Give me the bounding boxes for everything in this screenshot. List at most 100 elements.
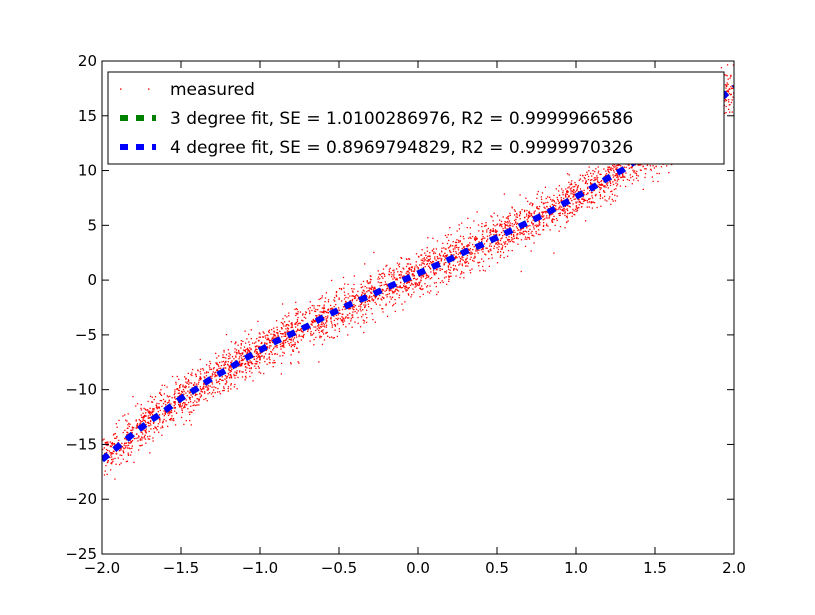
measured-point [616,185,618,187]
measured-point [431,250,434,252]
measured-point [454,241,457,244]
measured-point [255,367,257,370]
measured-point [533,211,535,213]
measured-point [355,295,357,297]
measured-point [318,331,320,334]
measured-point [192,401,194,404]
measured-point [255,348,257,351]
measured-point [636,174,638,176]
measured-point [183,423,185,426]
measured-point [616,183,619,185]
measured-point [552,204,555,206]
measured-point [463,272,465,274]
measured-point [411,270,413,272]
measured-point [230,384,232,386]
measured-point [151,414,154,416]
measured-point [545,217,547,219]
measured-point [399,285,401,287]
measured-point [583,191,585,194]
measured-point [557,208,559,211]
measured-point [426,262,429,265]
measured-point [478,249,480,251]
measured-point [491,253,493,256]
measured-point [393,275,395,277]
measured-point [285,334,287,336]
measured-point [333,319,335,322]
measured-point [202,385,205,388]
measured-point [298,335,300,338]
measured-point [575,206,578,208]
measured-point [491,257,493,259]
y-tick-label: −20 [65,490,97,508]
measured-point [352,291,354,293]
measured-point [568,181,570,184]
measured-point [121,454,123,457]
measured-point [293,344,295,346]
measured-point [402,291,404,293]
measured-point [230,388,232,390]
measured-point [616,167,618,169]
measured-point [257,340,260,342]
measured-point [253,351,256,353]
measured-point [582,196,584,198]
measured-point [611,164,614,167]
measured-point [615,182,617,184]
measured-point [158,406,160,408]
measured-point [173,419,175,422]
measured-point [194,400,196,402]
measured-point [504,243,506,245]
measured-point [526,209,528,212]
measured-point [345,301,347,303]
measured-point [630,176,632,179]
measured-point [205,372,208,374]
measured-point [666,165,668,167]
measured-point [287,331,289,333]
measured-point [499,239,502,242]
measured-point [356,312,358,314]
measured-point [161,425,163,427]
measured-point [628,164,630,166]
measured-point [616,195,618,197]
measured-point [341,319,343,321]
measured-point [170,417,172,420]
measured-point [619,185,622,187]
measured-point [724,98,727,101]
measured-point [450,251,452,254]
measured-point [123,444,125,446]
measured-point [514,214,516,216]
measured-point [322,333,325,335]
measured-point [120,462,122,464]
measured-point [536,207,538,209]
measured-point [259,362,261,364]
measured-point [443,264,445,266]
measured-point [222,360,225,363]
measured-point [333,324,336,326]
measured-point [504,226,506,228]
measured-point [588,166,590,168]
measured-point [488,258,490,260]
measured-point [149,420,152,422]
measured-point [220,367,222,369]
measured-point [402,267,404,269]
measured-point [235,372,238,375]
measured-point [109,469,112,471]
measured-point [123,447,125,449]
measured-point [405,289,407,291]
measured-point [420,279,422,282]
measured-point [281,336,283,338]
measured-point [493,212,495,214]
measured-point [516,222,519,224]
measured-point [562,197,565,200]
measured-point [107,461,109,463]
measured-point [406,263,409,265]
measured-point [214,392,216,394]
measured-point [583,177,586,179]
measured-point [495,230,497,232]
measured-point [233,373,235,376]
measured-point [398,274,400,276]
measured-point [186,395,188,397]
measured-point [517,243,519,245]
measured-point [243,358,245,360]
measured-point [199,386,201,388]
measured-point [238,365,240,367]
